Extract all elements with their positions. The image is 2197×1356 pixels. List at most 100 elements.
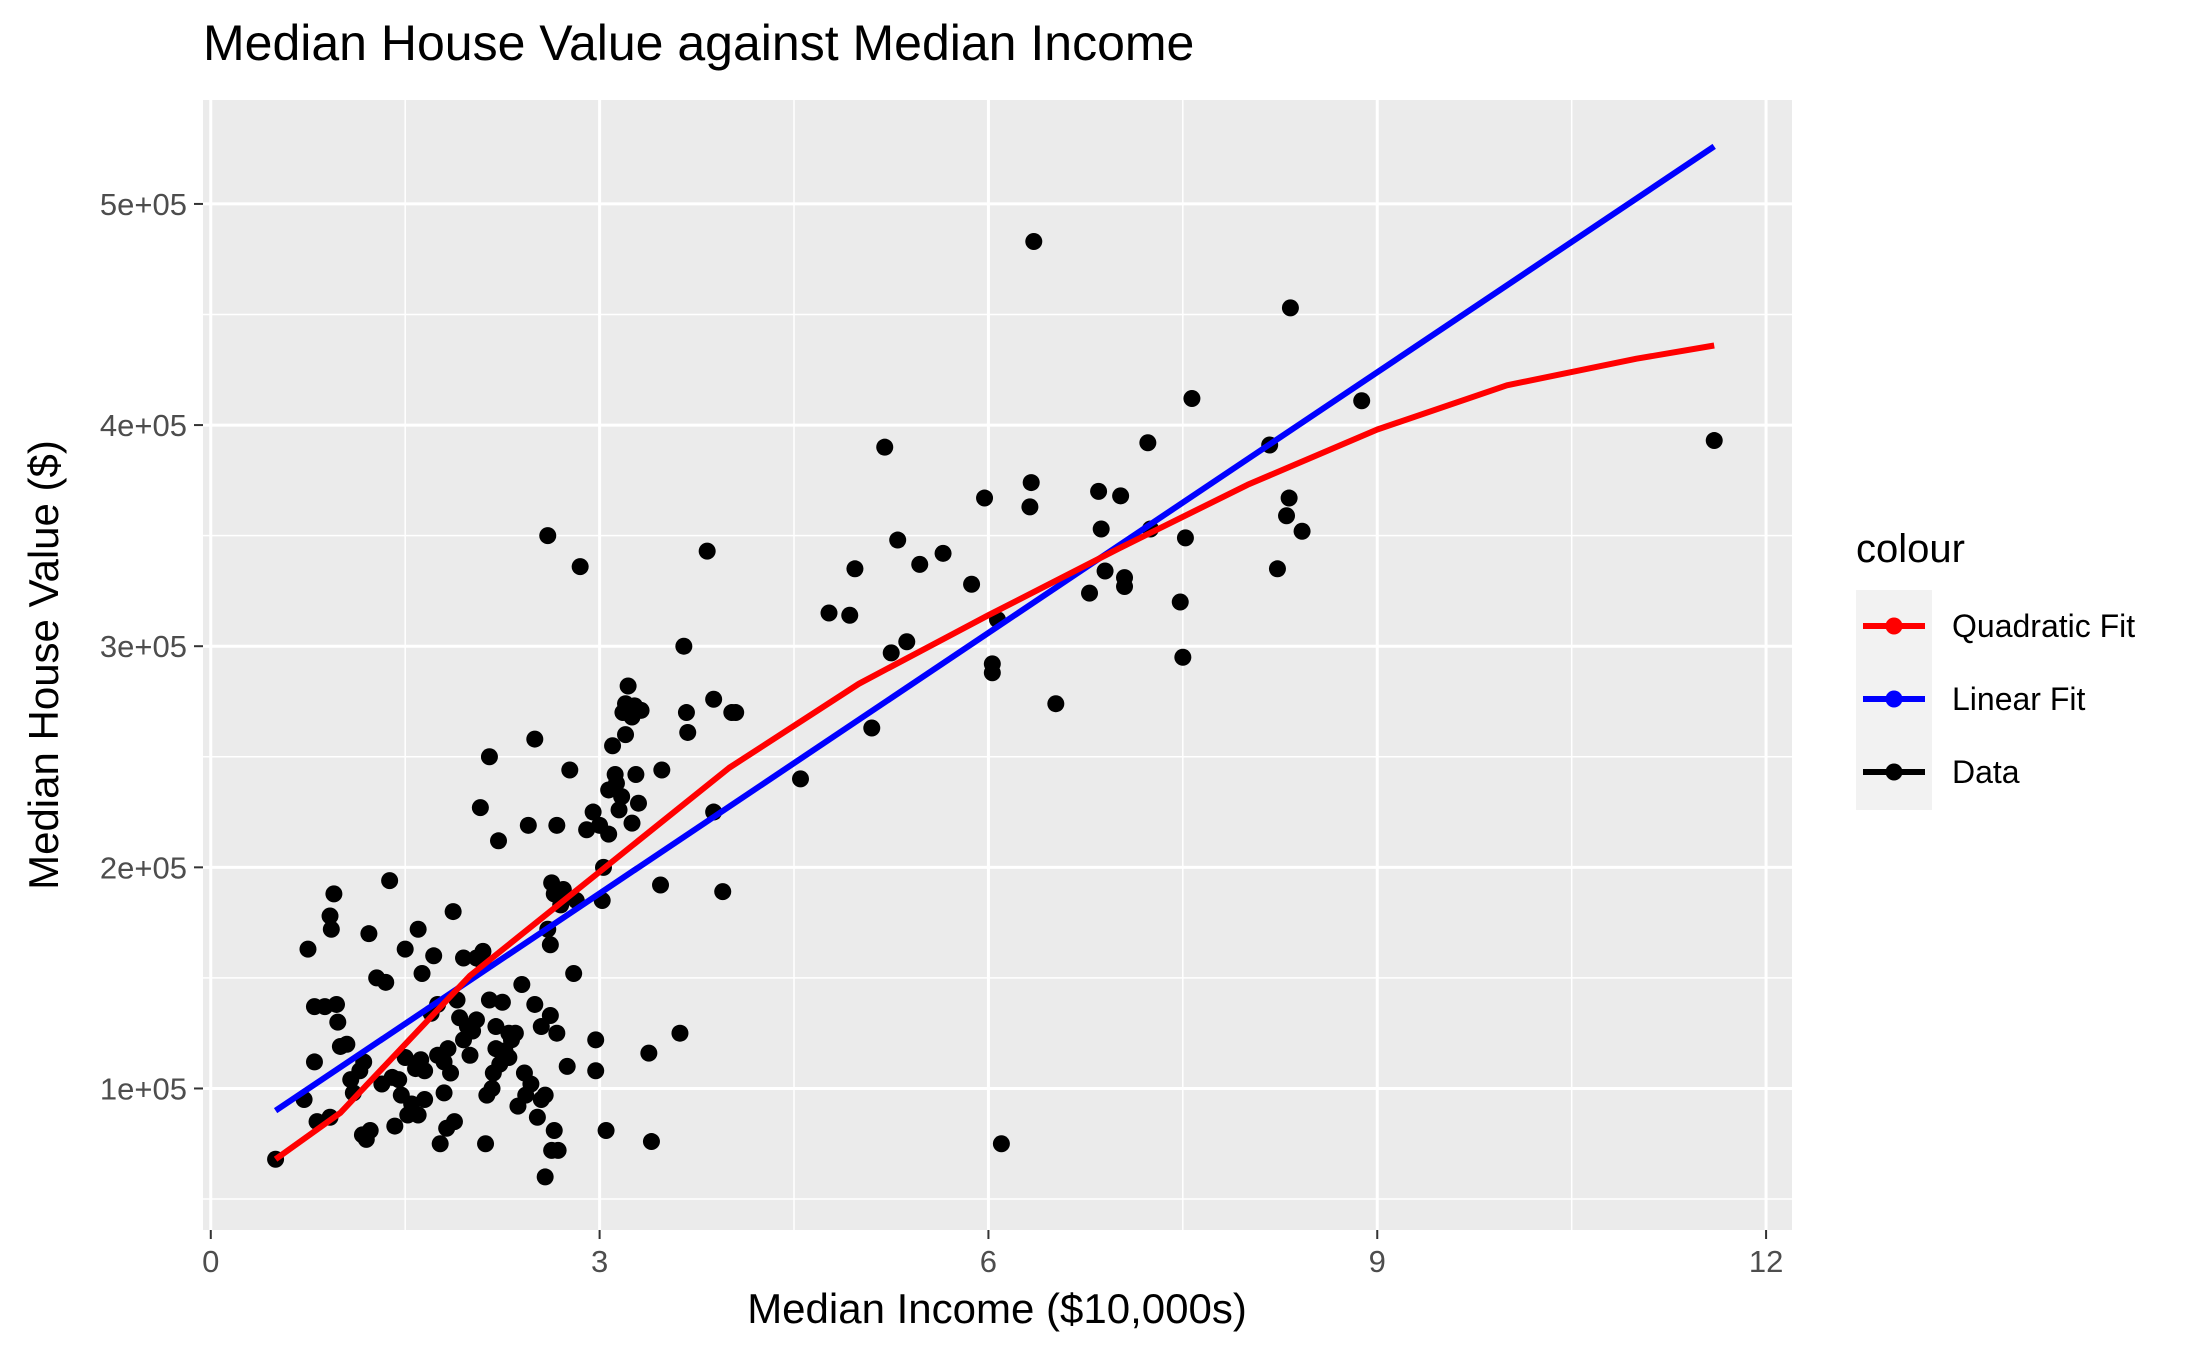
data-point [653, 761, 671, 779]
data-point [325, 885, 343, 903]
data-point [545, 1121, 563, 1139]
data-point [548, 1024, 566, 1042]
data-point [652, 876, 670, 894]
data-point [377, 973, 395, 991]
data-point [841, 606, 859, 624]
data-point [425, 947, 443, 965]
legend-title: colour [1856, 527, 1965, 571]
x-tick-label: 0 [202, 1244, 219, 1279]
data-point [1096, 562, 1114, 580]
legend-label: Linear Fit [1952, 681, 2086, 717]
data-point [934, 544, 952, 562]
data-point [607, 774, 625, 792]
linear-fit-line [273, 143, 1716, 1114]
data-point [548, 816, 566, 834]
data-point [613, 788, 631, 806]
data-point [1092, 520, 1110, 538]
data-point [445, 1113, 463, 1131]
data-point [329, 1013, 347, 1031]
data-point [640, 1044, 658, 1062]
data-point [1171, 593, 1189, 611]
data-point [714, 883, 732, 901]
data-point [549, 1141, 567, 1159]
data-point [565, 964, 583, 982]
data-point [431, 1135, 449, 1153]
data-point [396, 1049, 414, 1067]
data-point [327, 995, 345, 1013]
data-point [1268, 560, 1286, 578]
y-tick-label: 5e+05 [100, 187, 187, 222]
data-point [983, 664, 1001, 682]
data-point [1112, 487, 1130, 505]
legend-key-point [1885, 690, 1903, 708]
data-point [442, 1064, 460, 1082]
data-point [536, 1086, 554, 1104]
data-point [1353, 392, 1371, 410]
data-point [619, 677, 637, 695]
data-point [483, 1079, 501, 1097]
x-axis-title: Median Income ($10,000s) [747, 1285, 1247, 1332]
data-point [500, 1049, 518, 1067]
data-point [911, 555, 929, 573]
data-point [1081, 584, 1099, 602]
legend-item-data: Data [1863, 754, 2020, 790]
x-tick-label: 6 [980, 1244, 997, 1279]
x-tick-label: 12 [1749, 1244, 1783, 1279]
y-tick-label: 4e+05 [100, 408, 187, 443]
data-point [629, 794, 647, 812]
data-point [467, 1011, 485, 1029]
data-point [876, 438, 894, 456]
data-point [617, 726, 635, 744]
legend-item-quadratic-fit: Quadratic Fit [1863, 608, 2135, 644]
data-point [338, 1035, 356, 1053]
data-point [597, 1121, 615, 1139]
data-point [1280, 489, 1298, 507]
data-point [976, 489, 994, 507]
data-point [522, 1075, 540, 1093]
data-point [386, 1117, 404, 1135]
data-point [474, 942, 492, 960]
data-point [487, 1018, 505, 1036]
x-axis: 0 3 6 9 12 [202, 1230, 1783, 1279]
data-point [541, 1006, 559, 1024]
data-point [396, 940, 414, 958]
data-point [526, 995, 544, 1013]
chart-title: Median House Value against Median Income [203, 15, 1194, 71]
data-point [416, 1091, 434, 1109]
data-point [493, 993, 511, 1011]
data-point [390, 1071, 408, 1089]
data-point [623, 814, 641, 832]
data-point [587, 1031, 605, 1049]
data-point [1090, 482, 1108, 500]
data-point [506, 1024, 524, 1042]
y-axis: 1e+05 2e+05 3e+05 4e+05 5e+05 [100, 187, 203, 1106]
data-point [698, 542, 716, 560]
data-point [528, 1108, 546, 1126]
data-point [1183, 390, 1201, 408]
legend-key-point [1885, 763, 1903, 781]
data-point [1116, 577, 1134, 595]
data-point [1278, 507, 1296, 525]
data-point [863, 719, 881, 737]
legend-label: Quadratic Fit [1952, 608, 2135, 644]
data-point [571, 558, 589, 576]
data-point [526, 730, 544, 748]
data-point [610, 801, 628, 819]
data-point [471, 799, 489, 817]
data-point [444, 903, 462, 921]
data-point [558, 1057, 576, 1075]
data-point [584, 803, 602, 821]
legend-item-linear-fit: Linear Fit [1863, 681, 2086, 717]
data-point [679, 723, 697, 741]
data-point [992, 1135, 1010, 1153]
data-point [604, 737, 622, 755]
data-point [632, 701, 650, 719]
data-point [820, 604, 838, 622]
data-point [536, 1168, 554, 1186]
data-point [1705, 432, 1723, 450]
data-point [513, 976, 531, 994]
data-point [561, 761, 579, 779]
y-axis-title: Median House Value ($) [20, 440, 67, 890]
data-point [435, 1084, 453, 1102]
